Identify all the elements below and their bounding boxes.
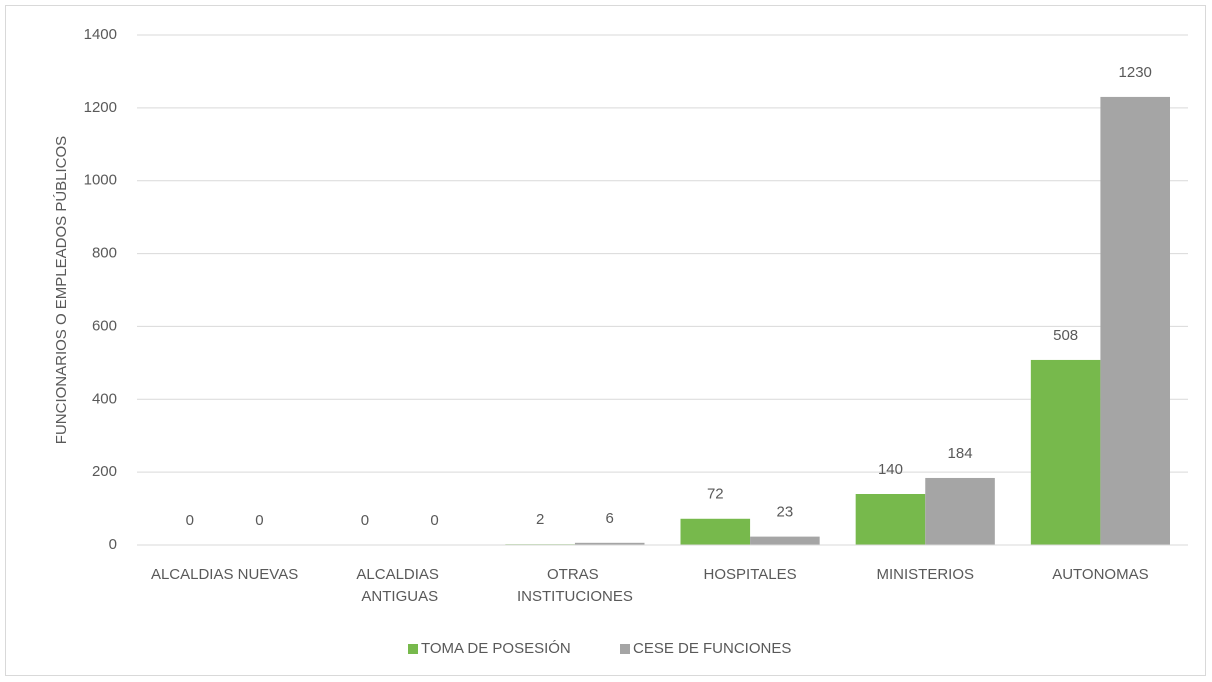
chart-border <box>5 5 1206 676</box>
y-tick-label: 1200 <box>84 99 117 116</box>
y-tick-label: 400 <box>92 390 117 407</box>
x-tick-label: HOSPITALES <box>704 566 797 583</box>
x-tick-label: AUTONOMAS <box>1052 566 1148 583</box>
bar <box>1030 359 1101 545</box>
bar <box>680 518 751 545</box>
data-label: 6 <box>606 510 614 527</box>
y-tick-label: 600 <box>92 317 117 334</box>
data-label: 0 <box>255 512 263 529</box>
data-label: 2 <box>536 511 544 528</box>
data-label: 0 <box>430 512 438 529</box>
data-label: 72 <box>707 486 724 503</box>
y-tick-label: 0 <box>109 536 117 553</box>
data-label: 508 <box>1053 327 1078 344</box>
bar <box>1100 96 1170 545</box>
x-tick-label: ALCALDIAS ANTIGUAS <box>356 566 443 605</box>
y-tick-label: 800 <box>92 245 117 262</box>
legend-label: CESE DE FUNCIONES <box>633 640 791 657</box>
legend-label: TOMA DE POSESIÓN <box>421 640 571 657</box>
legend-swatch <box>620 644 630 654</box>
x-tick-label: MINISTERIOS <box>876 566 974 583</box>
y-axis-title: FUNCIONARIOS O EMPLEADOS PÚBLICOS <box>53 136 70 444</box>
data-label: 1230 <box>1119 64 1152 81</box>
data-label: 140 <box>878 461 903 478</box>
y-tick-label: 1400 <box>84 26 117 43</box>
data-label: 0 <box>186 512 194 529</box>
y-tick-label: 200 <box>92 463 117 480</box>
x-tick-label: ALCALDIAS NUEVAS <box>151 566 298 583</box>
data-label: 184 <box>948 445 973 462</box>
bar <box>855 494 926 545</box>
x-tick-label: OTRAS INSTITUCIONES <box>517 566 633 605</box>
data-label: 23 <box>777 504 794 521</box>
data-label: 0 <box>361 512 369 529</box>
bar <box>750 536 820 545</box>
y-tick-label: 1000 <box>84 172 117 189</box>
legend-swatch <box>408 644 418 654</box>
bar <box>925 477 995 545</box>
bar <box>574 542 645 545</box>
